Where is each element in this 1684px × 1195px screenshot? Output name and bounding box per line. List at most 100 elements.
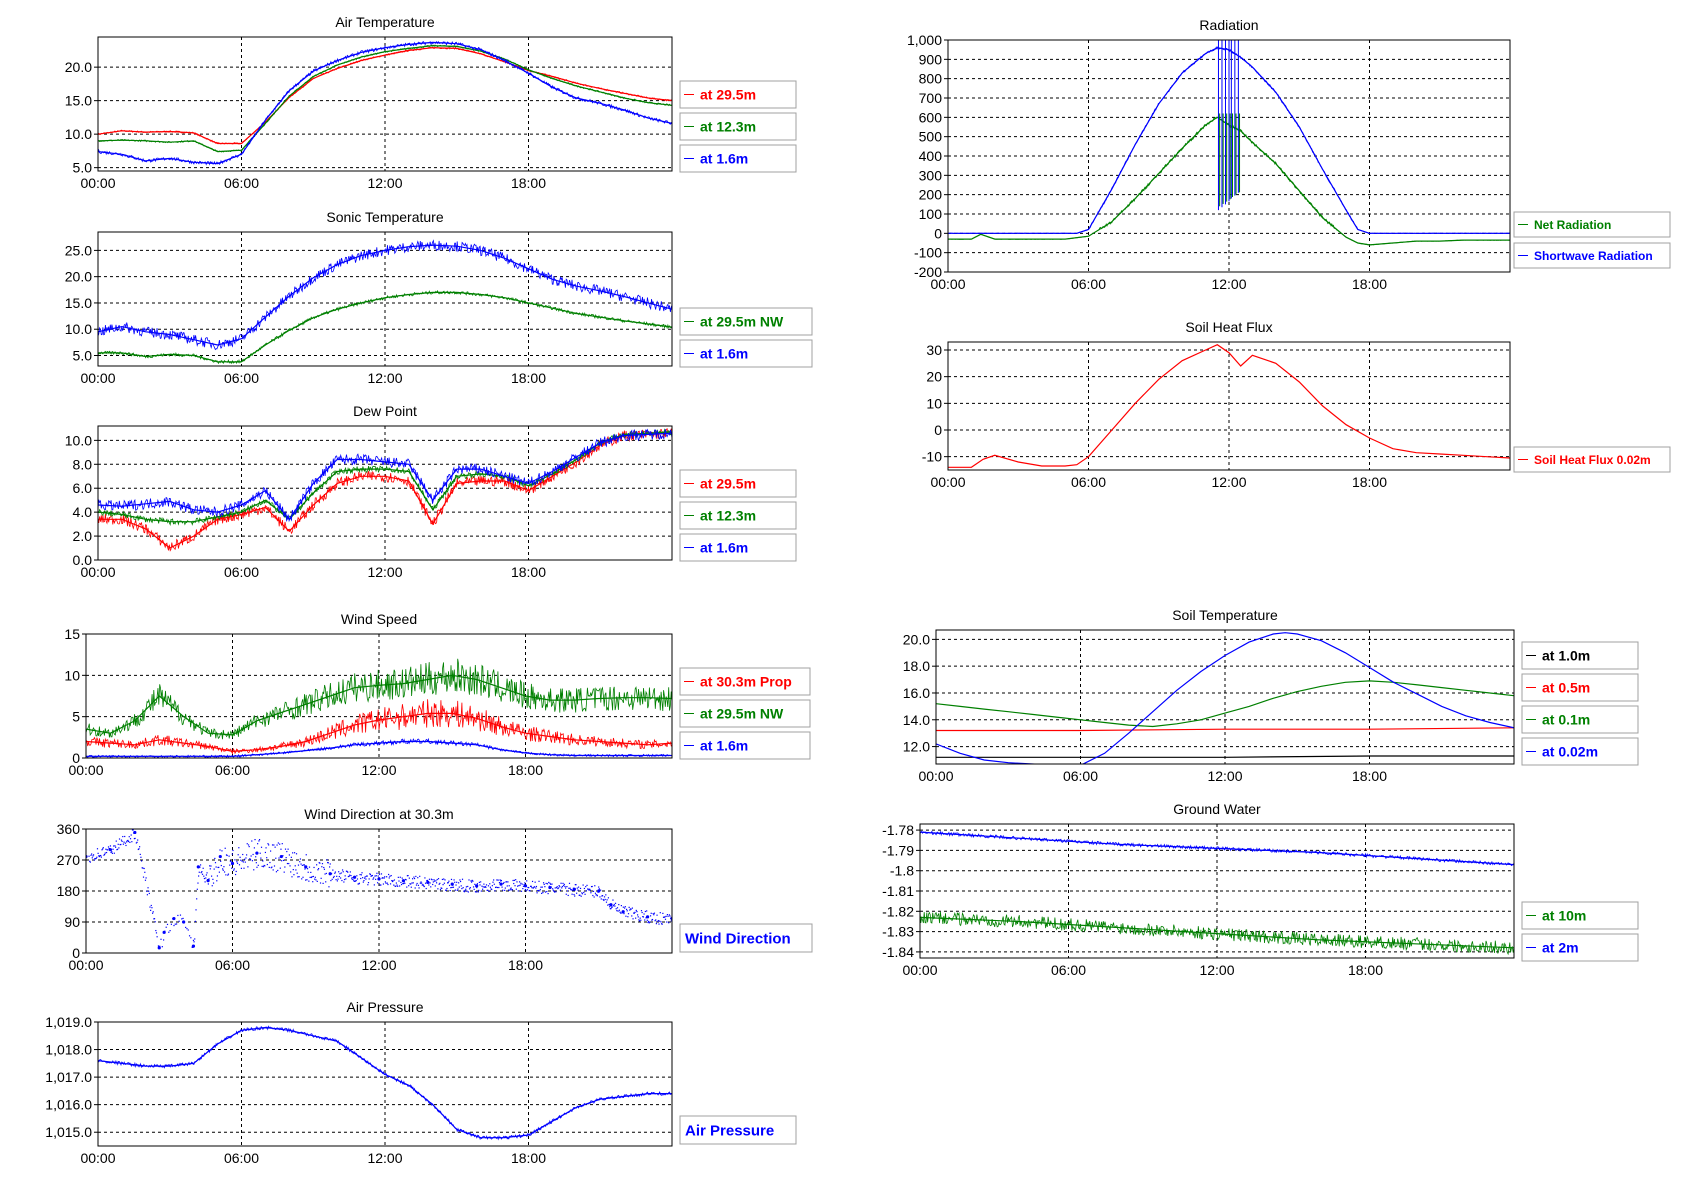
legend-item[interactable]: Wind Direction [679, 923, 813, 953]
data-point [123, 841, 125, 843]
y-tick-label: 600 [919, 109, 943, 125]
data-point [255, 851, 259, 855]
legend-label: at 29.5m NW [700, 706, 784, 722]
y-tick-label: 10 [64, 667, 80, 683]
legend-item[interactable]: at 10m [1521, 901, 1639, 930]
data-point [296, 872, 298, 874]
legend-item[interactable]: at 29.5m [679, 80, 797, 109]
legend-label: Wind Direction [685, 930, 791, 947]
x-tick-label: 00:00 [80, 175, 115, 191]
legend-item[interactable]: Air Pressure [679, 1115, 797, 1145]
y-tick-label: 1,016.0 [45, 1097, 92, 1113]
data-point [346, 870, 348, 873]
data-point [151, 907, 153, 909]
x-tick-label: 18:00 [1352, 474, 1387, 490]
data-point [515, 879, 517, 881]
data-point [169, 930, 171, 932]
data-point [501, 886, 503, 888]
data-point [579, 894, 581, 896]
data-point [164, 930, 166, 932]
chart-title: Soil Temperature [1172, 607, 1278, 623]
legend-item[interactable]: at 0.02m [1521, 737, 1639, 766]
data-point [128, 836, 130, 838]
legend-item[interactable]: at 0.1m [1521, 705, 1639, 734]
data-point [607, 904, 609, 906]
x-tick-label: 18:00 [511, 370, 546, 386]
data-point [388, 873, 390, 876]
legend-item[interactable]: at 1.0m [1521, 641, 1639, 670]
data-point [614, 905, 616, 907]
legend-item[interactable]: at 2m [1521, 933, 1639, 962]
legend-item[interactable]: at 12.3m [679, 112, 797, 141]
y-tick-label: 0 [934, 225, 942, 241]
data-point [443, 878, 445, 880]
data-point [506, 885, 508, 887]
data-point [127, 840, 130, 843]
data-point [421, 884, 423, 886]
data-point [434, 885, 436, 887]
data-point [283, 871, 285, 873]
data-point [605, 901, 608, 903]
legend-item[interactable]: at 1.6m [679, 144, 797, 173]
data-point [664, 916, 666, 918]
data-point [659, 920, 661, 922]
data-point [230, 861, 235, 866]
data-point [482, 888, 484, 890]
legend-item[interactable]: at 30.3m Prop [679, 667, 811, 696]
data-point [588, 889, 590, 891]
data-point [659, 912, 661, 914]
series-line [936, 632, 1514, 764]
data-point [382, 877, 384, 879]
legend-item[interactable]: Shortwave Radiation [1513, 242, 1671, 269]
legend-item[interactable]: at 0.5m [1521, 673, 1639, 702]
data-point [284, 866, 286, 868]
data-point [668, 914, 670, 916]
data-point [619, 911, 621, 913]
data-point [373, 884, 375, 886]
data-point [574, 884, 576, 886]
y-tick-label: 20.0 [903, 631, 930, 647]
data-point [91, 857, 93, 859]
data-point [255, 856, 257, 858]
legend-item[interactable]: Soil Heat Flux 0.02m [1513, 446, 1671, 473]
data-point [584, 893, 586, 895]
legend-box [1521, 705, 1639, 734]
y-tick-label: 1,019.0 [45, 1014, 92, 1030]
data-point [275, 857, 277, 859]
data-point [234, 873, 237, 876]
data-point [174, 923, 176, 925]
data-point [338, 875, 340, 878]
data-point [578, 894, 580, 896]
data-point [340, 872, 342, 874]
legend-item[interactable]: at 29.5m NW [679, 699, 811, 728]
legend-item[interactable]: at 1.6m [679, 731, 811, 760]
legend-item[interactable]: at 29.5m NW [679, 307, 813, 336]
data-point [210, 875, 213, 877]
data-point [214, 857, 216, 860]
data-point [159, 945, 161, 947]
legend-item[interactable]: at 12.3m [679, 501, 797, 530]
data-point [140, 856, 142, 858]
legend-item[interactable]: Net Radiation [1513, 211, 1671, 238]
data-point [624, 907, 626, 909]
data-point [194, 920, 196, 922]
data-point [360, 877, 362, 880]
legend-item[interactable]: at 1.6m [679, 339, 813, 368]
data-point [562, 882, 564, 884]
data-point [636, 911, 638, 913]
data-point [401, 877, 403, 879]
x-tick-label: 06:00 [224, 1150, 259, 1166]
legend-item[interactable]: at 29.5m [679, 469, 797, 498]
data-point [468, 879, 470, 881]
data-point [557, 887, 559, 890]
data-point [620, 904, 622, 907]
x-tick-label: 06:00 [224, 564, 259, 580]
data-point [110, 851, 112, 854]
series-group [98, 239, 672, 365]
data-point [215, 866, 217, 868]
data-point [341, 879, 343, 882]
y-tick-label: 900 [919, 51, 943, 67]
data-point [197, 882, 199, 884]
data-point [287, 848, 289, 850]
legend-item[interactable]: at 1.6m [679, 533, 797, 562]
